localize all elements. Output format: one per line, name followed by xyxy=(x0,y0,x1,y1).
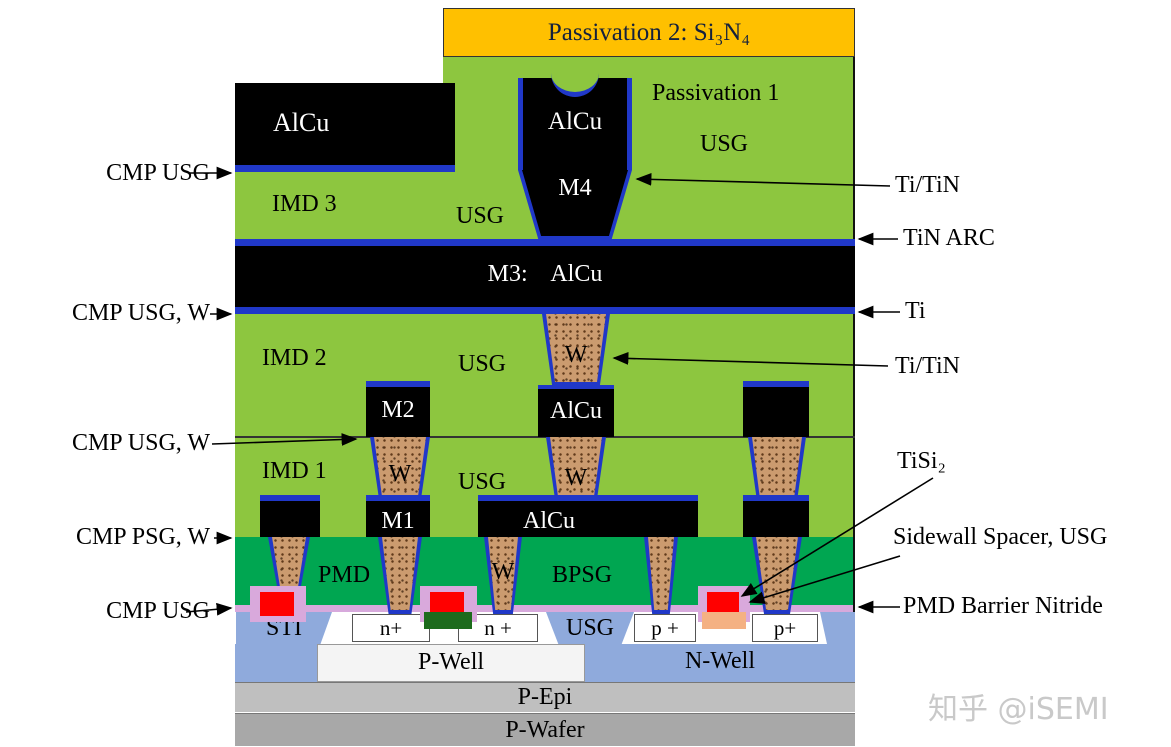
contact-w-label: W xyxy=(491,559,515,585)
callout-cmp-usg-1: CMP USG xyxy=(106,160,210,186)
watermark: 知乎 @iSEMI xyxy=(928,692,1109,727)
p-epi-label: P-Epi xyxy=(517,684,573,710)
callout-cmp-usg-w-1: CMP USG, W xyxy=(71,300,210,326)
m4-via: M4 xyxy=(518,170,632,240)
via3-w-label: W xyxy=(564,342,588,368)
callout-ti: Ti xyxy=(905,298,926,324)
passivation1-usg-label: USG xyxy=(700,131,749,157)
bpsg-label: BPSG xyxy=(552,562,613,588)
m1-alcu-bar: AlCu xyxy=(478,495,698,537)
passivation2-label: Passivation 2: Si₃N₄ xyxy=(547,19,751,46)
nplus-left-label: n+ xyxy=(379,616,403,640)
m1-label: M1 xyxy=(381,508,415,534)
sti-usg-label: USG xyxy=(565,615,614,641)
m1-block: M1 xyxy=(366,495,430,537)
p-well-region: P-Well xyxy=(317,644,585,682)
imd1-usg-label: USG xyxy=(458,469,507,495)
nplus-left-region: n+ xyxy=(352,614,430,642)
pplus-right-label: p+ xyxy=(773,616,797,640)
alcu-pad-block: AlCu xyxy=(235,83,455,165)
m1-alcu-label: AlCu xyxy=(523,508,576,534)
imd3-usg-label: USG xyxy=(456,203,505,229)
callout-tisi2: TiSi₂ xyxy=(897,448,946,474)
imd2-usg-label: USG xyxy=(458,351,507,377)
imd3-label: IMD 3 xyxy=(272,191,337,217)
ti-line xyxy=(235,307,855,314)
nplus-right-label: n + xyxy=(484,616,512,640)
m4-alcu-block: AlCu xyxy=(518,78,632,170)
pplus-right-region: p+ xyxy=(752,614,818,642)
alcu-pad-liner xyxy=(235,165,455,172)
gate-mid-channel xyxy=(424,612,472,629)
silicon-surface xyxy=(235,612,855,645)
m2-alcu-label: AlCu xyxy=(549,398,602,424)
callout-cmp-psg-w: CMP PSG, W xyxy=(75,524,210,550)
via3-w-plug: W xyxy=(542,314,610,386)
m3-label: M3: AlCu xyxy=(487,261,603,287)
p-well-label: P-Well xyxy=(417,649,485,675)
alcu-pad-label: AlCu xyxy=(273,108,330,137)
pmd-label: PMD xyxy=(318,562,371,588)
callout-pmd-barrier-nitride: PMD Barrier Nitride xyxy=(903,593,1103,619)
passivation1-usg-region xyxy=(443,57,855,245)
left-substrate-region xyxy=(235,644,317,682)
p-wafer-label: P-Wafer xyxy=(505,717,585,743)
m4-alcu-label: AlCu xyxy=(547,108,603,135)
via2-w-plug-left: W xyxy=(370,437,430,499)
via2-w-plug-right xyxy=(748,437,806,499)
imd1-label: IMD 1 xyxy=(262,458,327,484)
m4-label: M4 xyxy=(558,175,592,201)
tin-arc-line xyxy=(235,239,855,246)
pplus-left-region: p + xyxy=(634,614,696,642)
passivation1-label: Passivation 1 xyxy=(652,80,780,106)
contact-plug-3: W xyxy=(484,537,522,614)
callout-cmp-usg-w-2: CMP USG, W xyxy=(71,430,210,456)
imd3-region xyxy=(235,172,443,245)
callout-ti-tin-2: Ti/TiN xyxy=(895,353,960,379)
callout-ti-tin-1: Ti/TiN xyxy=(895,172,960,198)
callout-cmp-usg-2: CMP USG xyxy=(106,598,210,624)
cmp-interface-line xyxy=(235,436,855,438)
via2-w-plug-center: W xyxy=(546,437,606,499)
callout-tin-arc: TiN ARC xyxy=(903,225,995,251)
m1-right-block xyxy=(743,495,809,537)
callout-sidewall-spacer: Sidewall Spacer, USG xyxy=(893,524,1108,550)
via2-w-left-label: W xyxy=(388,461,412,487)
pplus-left-label: p + xyxy=(651,616,679,640)
imd2-label: IMD 2 xyxy=(262,345,327,371)
m3-bar: M3: AlCu xyxy=(235,246,855,307)
via2-w-center-label: W xyxy=(564,465,588,491)
gate-left-poly xyxy=(260,592,294,616)
m2-alcu-block: AlCu xyxy=(538,385,614,437)
p-wafer-layer: P-Wafer xyxy=(235,713,855,746)
pmd-barrier-nitride-line xyxy=(235,605,855,613)
sti-mid-region: USG xyxy=(546,612,634,644)
m2-right-block xyxy=(743,381,809,437)
m2-block: M2 xyxy=(366,381,430,437)
m2-label: M2 xyxy=(381,397,415,423)
passivation2-layer: Passivation 2: Si₃N₄ xyxy=(443,8,855,57)
gate-right-channel xyxy=(702,612,746,629)
n-well-label: N-Well xyxy=(684,648,756,674)
p-epi-layer: P-Epi xyxy=(235,682,855,712)
n-well-region: N-Well xyxy=(585,644,855,682)
diagram-right-edge xyxy=(853,57,855,612)
m1-left-block xyxy=(260,495,320,537)
